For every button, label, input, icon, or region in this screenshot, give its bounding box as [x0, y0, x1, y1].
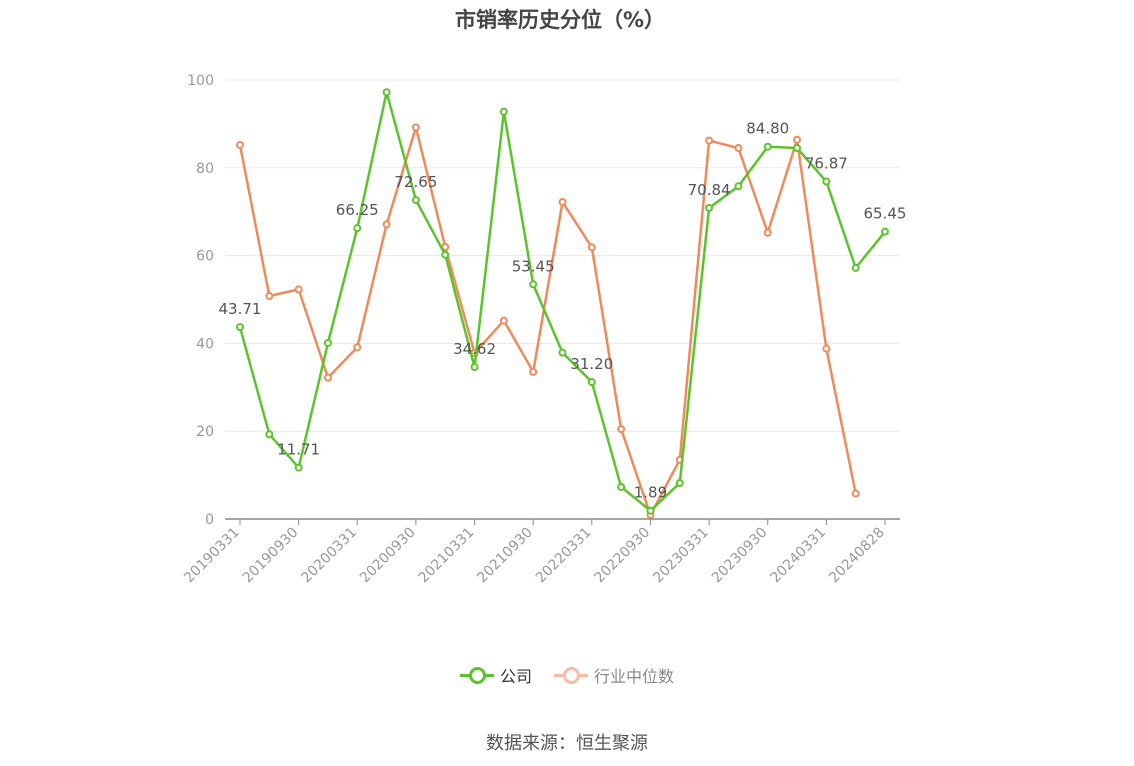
data-point-company — [822, 177, 831, 186]
legend: 公司 行业中位数 — [0, 663, 1134, 687]
legend-industry-marker-icon — [554, 665, 588, 685]
x-tick-label: 20230331 — [650, 525, 712, 587]
data-point-industry — [294, 285, 303, 294]
legend-item-company[interactable]: 公司 — [459, 663, 532, 687]
data-label: 65.45 — [864, 205, 907, 223]
data-label: 72.65 — [394, 173, 437, 191]
x-tick-label: 20240828 — [826, 525, 888, 587]
data-label: 43.71 — [219, 300, 262, 318]
legend-company-marker-icon — [459, 665, 494, 685]
legend-industry-label: 行业中位数 — [594, 667, 675, 686]
data-point-company — [323, 338, 332, 347]
data-point-company — [793, 144, 802, 153]
data-point-company — [617, 482, 626, 491]
data-point-industry — [236, 140, 244, 149]
data-point-industry — [705, 136, 714, 145]
data-point-industry — [822, 344, 831, 353]
legend-company-label: 公司 — [499, 667, 532, 686]
x-tick-label: 20210331 — [416, 525, 478, 587]
series-line-company — [238, 91, 886, 512]
data-point-company — [470, 363, 479, 372]
x-tick-label: 20200331 — [298, 525, 360, 587]
data-point-company — [763, 142, 772, 151]
x-tick-label: 20220331 — [533, 525, 595, 587]
data-label: 70.84 — [688, 181, 731, 199]
data-point-company — [236, 323, 244, 332]
data-point-company — [851, 263, 860, 272]
data-point-industry — [558, 198, 567, 207]
data-point-industry — [411, 123, 420, 132]
data-label: 11.71 — [277, 441, 320, 459]
x-tick-label: 20200930 — [357, 525, 419, 587]
data-point-company — [558, 348, 567, 357]
data-point-industry — [587, 243, 596, 252]
y-tick-label: 100 — [187, 73, 214, 89]
y-tick-label: 80 — [196, 161, 214, 177]
data-point-industry — [323, 373, 332, 382]
x-tick-label: 20190331 — [181, 525, 243, 587]
data-point-company — [705, 204, 714, 213]
series-line-industry — [238, 126, 857, 517]
x-tick-label: 20220930 — [592, 525, 654, 587]
data-point-industry — [353, 343, 362, 352]
data-point-industry — [851, 489, 860, 498]
data-point-company — [382, 88, 391, 97]
data-point-industry — [793, 135, 802, 144]
data-point-industry — [617, 425, 626, 434]
legend-item-industry[interactable]: 行业中位数 — [554, 663, 674, 687]
y-tick-label: 0 — [205, 512, 214, 528]
data-point-company — [294, 463, 303, 472]
data-point-industry — [499, 316, 508, 325]
data-point-company — [265, 430, 274, 439]
x-tick-label: 20240331 — [767, 525, 829, 587]
data-point-industry — [763, 228, 772, 237]
data-point-company — [411, 196, 420, 205]
data-point-company — [353, 224, 362, 233]
data-point-company — [675, 479, 684, 488]
data-point-company — [646, 506, 655, 515]
data-point-industry — [734, 144, 743, 153]
data-point-industry — [382, 220, 391, 229]
data-point-company — [881, 227, 889, 236]
data-label: 66.25 — [336, 201, 379, 219]
data-point-company — [529, 280, 538, 289]
data-point-company — [441, 250, 450, 259]
data-label: 31.20 — [570, 355, 613, 373]
data-point-company — [587, 378, 596, 387]
data-label: 34.62 — [453, 340, 496, 358]
y-tick-label: 40 — [196, 336, 214, 352]
y-tick-label: 60 — [196, 249, 214, 265]
data-label: 53.45 — [512, 257, 555, 275]
data-point-company — [734, 182, 743, 191]
x-tick-label: 20230930 — [709, 525, 771, 587]
data-label: 76.87 — [805, 155, 848, 173]
data-point-company — [499, 107, 508, 116]
data-label: 84.80 — [746, 120, 789, 138]
data-source: 数据来源：恒生聚源 — [486, 733, 648, 754]
y-tick-label: 20 — [196, 424, 214, 440]
chart-title: 市销率历史分位（%） — [454, 8, 666, 32]
data-point-industry — [265, 291, 274, 300]
data-label: 1.89 — [634, 484, 667, 502]
x-tick-label: 20190930 — [240, 525, 302, 587]
x-tick-label: 20210930 — [474, 525, 536, 587]
data-point-industry — [529, 367, 538, 376]
